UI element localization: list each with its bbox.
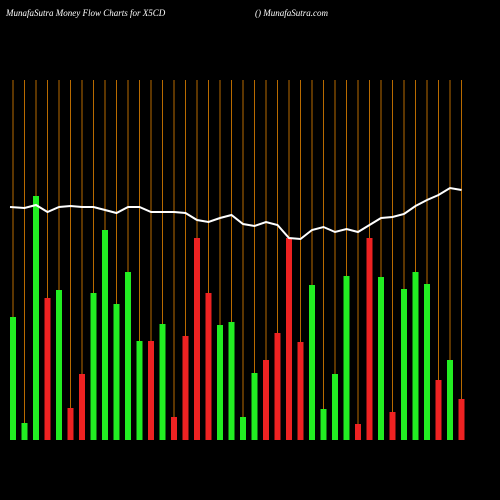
bar (286, 238, 292, 440)
bar (240, 417, 246, 440)
bar (389, 412, 396, 440)
bar (205, 293, 212, 440)
bar (194, 238, 200, 440)
bar (33, 196, 39, 440)
bar (102, 230, 108, 440)
price-line (9, 186, 462, 241)
bar (435, 380, 442, 440)
bar (458, 399, 465, 440)
bar (251, 373, 258, 440)
bar (159, 324, 166, 440)
bar (297, 342, 304, 440)
bar (366, 238, 373, 440)
bar (274, 333, 281, 440)
bar (182, 336, 189, 440)
bar (79, 374, 85, 440)
bar (378, 277, 384, 440)
bar (447, 360, 453, 440)
bar (56, 290, 62, 440)
bar (320, 409, 327, 440)
bar (217, 325, 223, 440)
bar (136, 341, 143, 440)
bar (21, 423, 28, 440)
bar (228, 322, 235, 440)
bar (67, 408, 74, 440)
bar (171, 417, 177, 440)
bar (401, 289, 407, 440)
bar (263, 360, 269, 440)
bar (343, 276, 350, 440)
bar (125, 272, 131, 440)
chart-subtitle: () MunafaSutra.com (255, 8, 328, 18)
bar (309, 285, 315, 440)
bar (148, 341, 154, 440)
bar (113, 304, 120, 440)
bar (44, 298, 51, 440)
bar (412, 272, 419, 440)
bar (10, 317, 16, 440)
bar (332, 374, 338, 440)
bar (355, 424, 361, 440)
bar (90, 293, 97, 440)
chart-title: MunafaSutra Money Flow Charts for X5CD (5, 8, 166, 18)
bar (424, 284, 430, 440)
